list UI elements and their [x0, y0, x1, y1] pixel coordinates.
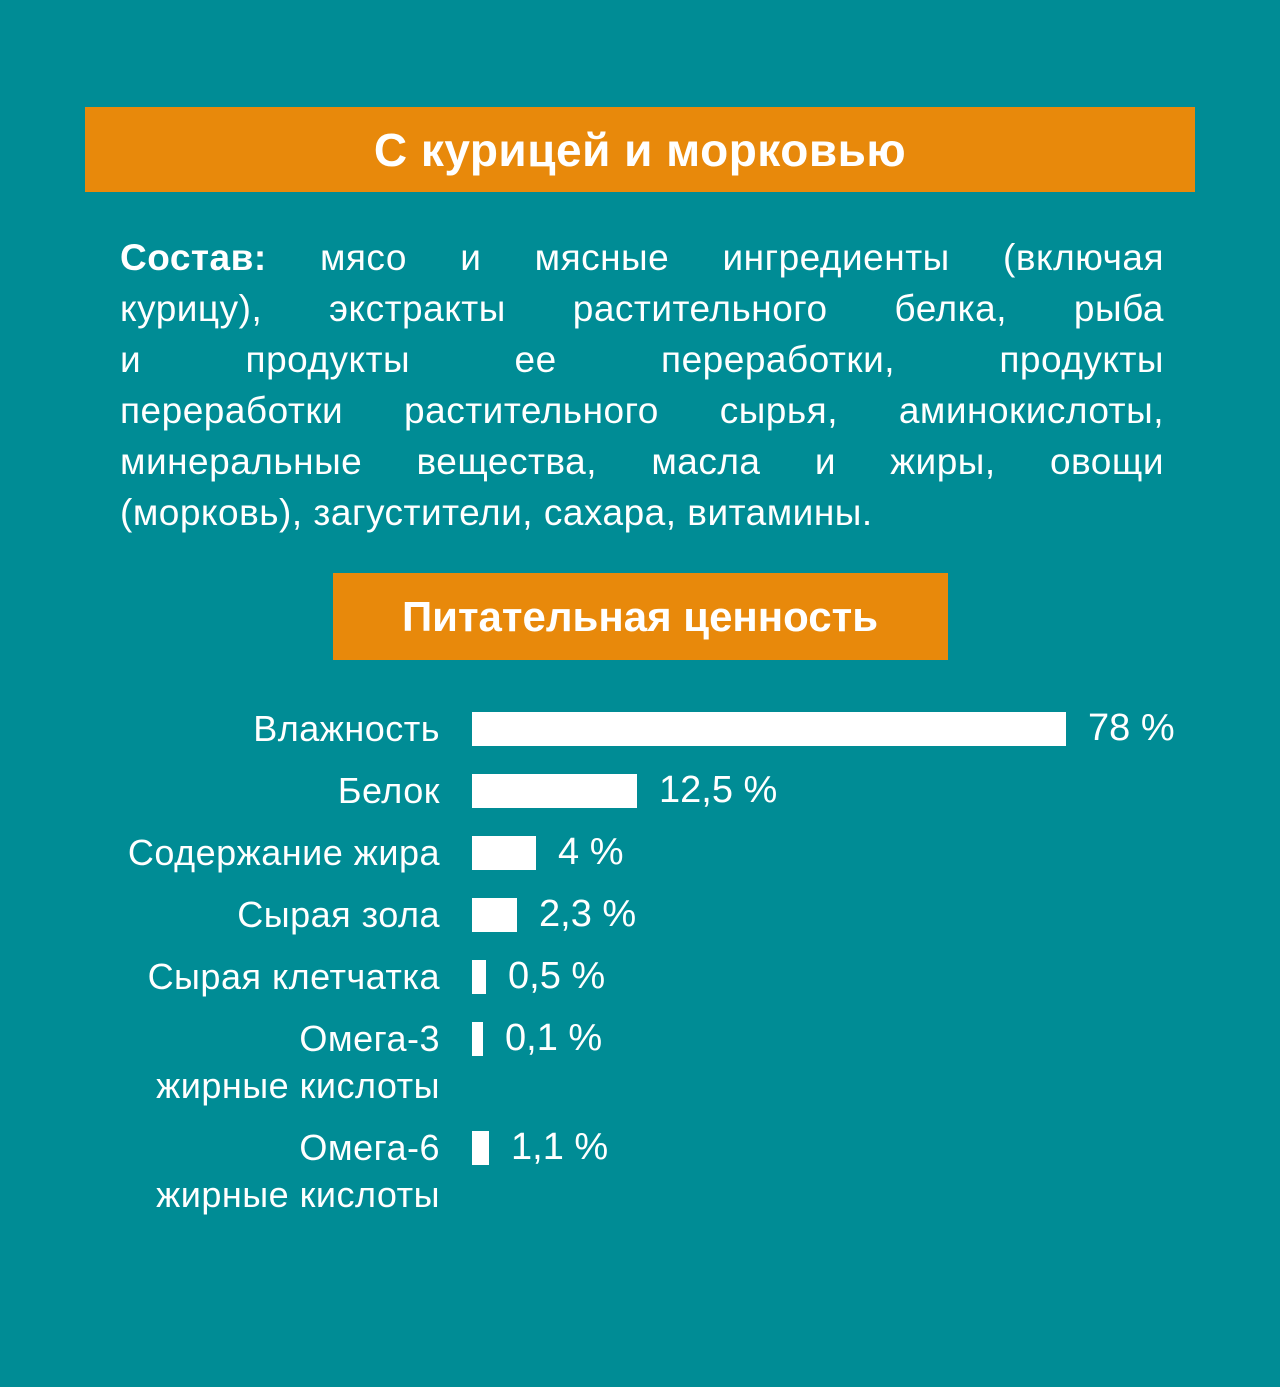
composition-line: минеральные вещества, масла и жиры, овощ…	[120, 441, 1164, 482]
composition-line: и продукты ее переработки, продукты	[120, 339, 1164, 380]
chart-row-bar-area: 12,5 %	[472, 767, 777, 814]
chart-bar-value: 4 %	[558, 831, 624, 873]
chart-row: Сырая зола 2,3 %	[0, 891, 1280, 938]
chart-bar	[472, 835, 536, 870]
flavor-banner-label: С курицей и морковью	[373, 123, 907, 176]
chart-row-bar-area: 1,1 %	[472, 1124, 608, 1171]
nutrition-banner-label: Питательная ценность	[401, 592, 879, 640]
nutrition-bar-chart: Влажность 78 % Белок 12,5 % Содержание жира 4…	[0, 705, 1280, 1218]
chart-row-bar-area: 0,5 %	[472, 953, 605, 1000]
chart-row-label: Сырая клетчатка	[147, 956, 440, 997]
chart-bar	[472, 959, 486, 994]
composition-line: курицу), экстракты растительного белка, …	[120, 288, 1164, 329]
composition-line: Состав: мясо и мясные ингредиенты (включ…	[120, 237, 1164, 278]
chart-row-label: Белок	[337, 770, 440, 811]
chart-bar	[472, 1130, 489, 1165]
chart-row-label: Влажность	[253, 708, 440, 749]
flavor-banner: С курицей и морковью	[85, 107, 1195, 192]
chart-bar-value: 2,3 %	[539, 893, 637, 935]
chart-row: Сырая клетчатка 0,5 %	[0, 953, 1280, 1000]
chart-bar-value: 12,5 %	[659, 769, 778, 811]
chart-bar-value: 0,5 %	[508, 955, 606, 997]
chart-bar	[472, 773, 637, 808]
chart-bar	[472, 897, 517, 932]
chart-row-label: Омега-3 жирные кислоты	[156, 1018, 440, 1106]
composition-line: переработки растительного сырья, аминоки…	[120, 390, 1164, 431]
chart-bar	[472, 711, 1066, 746]
chart-row-label: Омега-6 жирные кислоты	[156, 1127, 440, 1215]
chart-bar	[472, 1021, 483, 1056]
chart-row: Омега-3 жирные кислоты 0,1 %	[0, 1015, 1280, 1109]
chart-row-label: Сырая зола	[237, 894, 440, 935]
chart-row-bar-area: 2,3 %	[472, 891, 636, 938]
chart-row: Омега-6 жирные кислоты 1,1 %	[0, 1124, 1280, 1218]
chart-bar-value: 0,1 %	[505, 1017, 603, 1059]
composition-heading: Состав:	[120, 237, 267, 278]
chart-row-label: Содержание жира	[127, 832, 440, 873]
chart-row: Белок 12,5 %	[0, 767, 1280, 814]
composition-line: (морковь), загустители, сахара, витамины…	[120, 492, 873, 533]
chart-bar-value: 78 %	[1088, 707, 1175, 749]
chart-bar-value: 1,1 %	[511, 1126, 609, 1168]
chart-row: Содержание жира 4 %	[0, 829, 1280, 876]
chart-row-bar-area: 0,1 %	[472, 1015, 602, 1062]
chart-row: Влажность 78 %	[0, 705, 1280, 752]
product-info-panel: С курицей и морковью Состав: мясо и мясн…	[0, 107, 1280, 1387]
composition-text: Состав: мясо и мясные ингредиенты (включ…	[120, 232, 1164, 538]
chart-row-bar-area: 4 %	[472, 829, 623, 876]
nutrition-banner: Питательная ценность	[332, 573, 948, 660]
chart-row-bar-area: 78 %	[472, 705, 1175, 752]
